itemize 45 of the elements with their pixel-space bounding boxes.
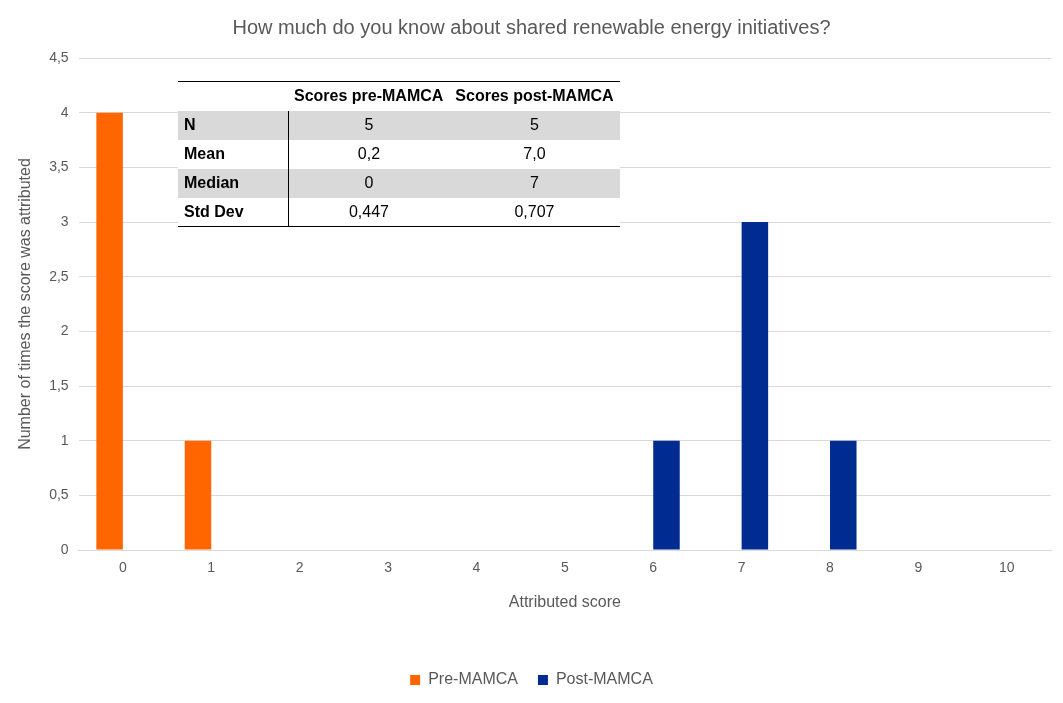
data-label: 0,447	[288, 197, 450, 227]
x-tick-label: 8	[826, 559, 835, 576]
data-label: 0	[288, 168, 450, 198]
x-tick-label: 3	[384, 559, 393, 576]
category-label: N	[178, 110, 288, 140]
x-tick-label: 1	[207, 559, 216, 576]
data-label: 5	[288, 110, 450, 140]
y-tick-label: 0	[60, 540, 69, 557]
data-label: 0,707	[449, 197, 620, 227]
y-tick-label: 3,5	[49, 158, 69, 175]
x-tick-label: 5	[560, 559, 569, 576]
legend-label: Post-MAMCA	[555, 670, 654, 688]
x-tick-label: 6	[649, 559, 658, 576]
x-tick-label: 0	[118, 559, 127, 576]
category-label: Median	[178, 168, 288, 198]
y-tick-label: 2	[60, 322, 69, 339]
y-tick-label: 0,5	[49, 486, 69, 503]
y-tick-label: 3	[60, 212, 69, 229]
bar	[184, 440, 212, 550]
y-axis-title: Number of times the score was attributed	[16, 158, 34, 450]
x-tick-label: 4	[472, 559, 481, 576]
bar	[96, 112, 123, 550]
x-tick-label: 9	[914, 559, 923, 576]
data-label: 0,2	[288, 139, 450, 169]
x-axis-title: Attributed score	[508, 592, 621, 610]
bar	[653, 440, 680, 550]
legend-label: Pre-MAMCA	[428, 670, 519, 688]
y-tick-label: 2,5	[49, 267, 69, 284]
category-label: Mean	[178, 139, 288, 169]
chart-title: How much do you know about shared renewable energy initiatives?	[232, 15, 831, 38]
x-tick-label: 10	[999, 559, 1015, 576]
y-tick-label: 4,5	[49, 48, 69, 65]
y-tick-label: 1	[60, 431, 69, 448]
series-label: Scores pre-MAMCA	[293, 86, 445, 107]
bar	[741, 222, 769, 550]
data-label: 5	[449, 110, 620, 140]
x-tick-label: 2	[295, 559, 304, 576]
series-label: Scores post-MAMCA	[454, 86, 615, 107]
x-tick-label: 7	[737, 559, 746, 576]
category-label: Std Dev	[178, 197, 288, 227]
data-label: 7	[449, 168, 620, 198]
data-label: 7,0	[449, 139, 620, 169]
bar	[830, 440, 857, 550]
y-tick-label: 1,5	[49, 376, 69, 393]
y-tick-label: 4	[60, 103, 69, 120]
